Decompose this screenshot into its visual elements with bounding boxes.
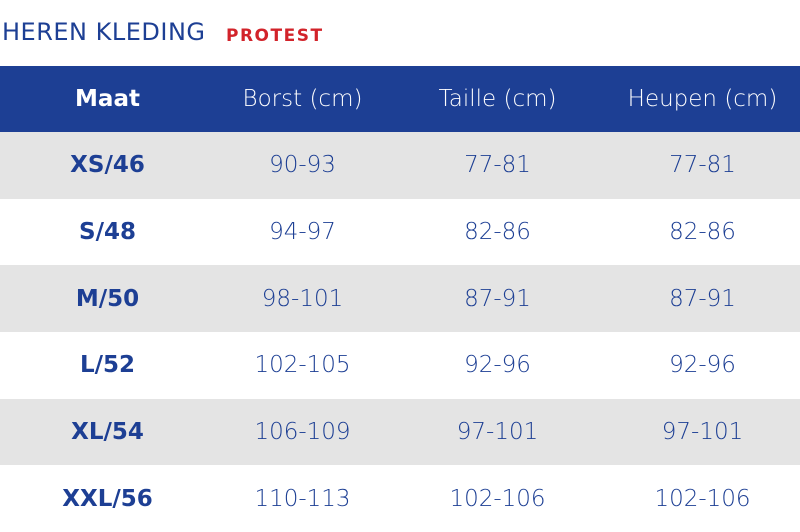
size-cell: XL/54 bbox=[71, 419, 144, 446]
table-body: XS/46 90-93 77-81 77-81 S/48 94-97 82-86… bbox=[0, 132, 800, 532]
brand-label: PROTEST bbox=[226, 26, 324, 46]
page-title: HEREN KLEDING bbox=[2, 18, 206, 46]
size-cell: XS/46 bbox=[70, 152, 145, 179]
taille-cell: 92-96 bbox=[464, 352, 531, 379]
header-row: Maat Borst (cm) Taille (cm) Heupen (cm) bbox=[0, 66, 800, 132]
column-header-taille: Taille (cm) bbox=[438, 86, 557, 112]
borst-cell: 98-101 bbox=[261, 285, 344, 312]
heupen-cell: 97-101 bbox=[661, 419, 744, 446]
table-row: L/52 102-105 92-96 92-96 bbox=[0, 332, 800, 399]
table-row: M/50 98-101 87-91 87-91 bbox=[0, 265, 800, 333]
borst-cell: 90-93 bbox=[269, 152, 336, 179]
column-header-maat-label: Maat bbox=[75, 86, 140, 112]
table-row: S/48 94-97 82-86 82-86 bbox=[0, 198, 800, 266]
taille-cell: 102-106 bbox=[449, 485, 546, 512]
size-chart-table: Maat Borst (cm) Taille (cm) Heupen (cm) … bbox=[0, 66, 800, 532]
table-row: XXL/56 110-113 102-106 102-106 bbox=[0, 465, 800, 532]
borst-cell: 94-97 bbox=[269, 219, 336, 246]
table-row: XS/46 90-93 77-81 77-81 bbox=[0, 132, 800, 199]
size-cell: L/52 bbox=[79, 352, 136, 379]
borst-cell: 102-105 bbox=[254, 352, 351, 379]
borst-cell: 110-113 bbox=[254, 485, 351, 512]
table-header: Maat Borst (cm) Taille (cm) Heupen (cm) bbox=[0, 66, 800, 132]
page-header: HEREN KLEDING PROTEST bbox=[0, 0, 800, 66]
taille-cell: 82-86 bbox=[464, 219, 531, 246]
table-row: XL/54 106-109 97-101 97-101 bbox=[0, 398, 800, 466]
column-header-heupen: Heupen (cm) bbox=[627, 86, 778, 112]
size-cell: XXL/56 bbox=[62, 485, 153, 512]
size-cell: M/50 bbox=[75, 285, 140, 312]
heupen-cell: 92-96 bbox=[669, 352, 736, 379]
taille-cell: 87-91 bbox=[464, 285, 531, 312]
column-header-borst: Borst (cm) bbox=[242, 86, 363, 112]
taille-cell: 97-101 bbox=[456, 419, 539, 446]
column-header-maat: Maat bbox=[0, 66, 215, 132]
size-cell: S/48 bbox=[79, 219, 136, 246]
heupen-cell: 82-86 bbox=[669, 219, 736, 246]
taille-cell: 77-81 bbox=[464, 152, 531, 179]
heupen-cell: 102-106 bbox=[654, 485, 751, 512]
borst-cell: 106-109 bbox=[254, 419, 351, 446]
heupen-cell: 77-81 bbox=[669, 152, 736, 179]
heupen-cell: 87-91 bbox=[669, 285, 736, 312]
